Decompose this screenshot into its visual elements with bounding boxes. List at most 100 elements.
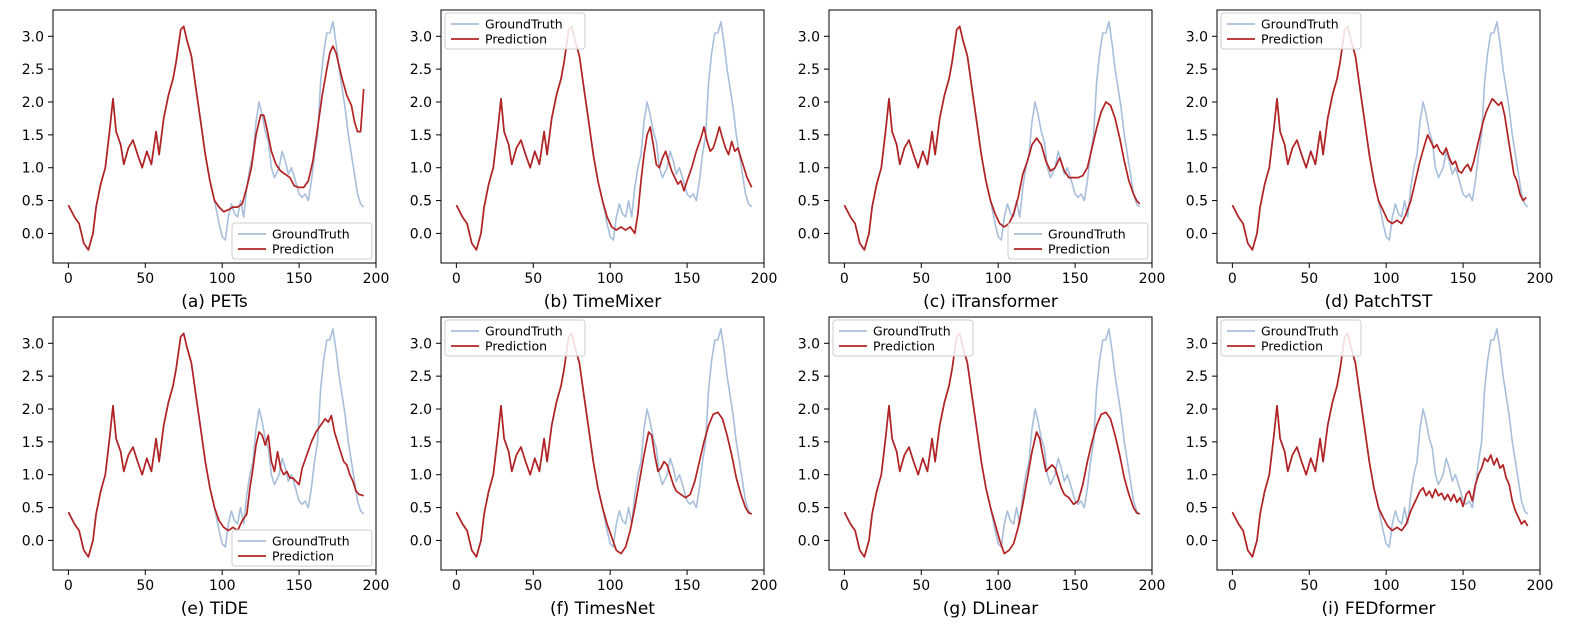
y-tick-label: 3.0 [798, 336, 820, 352]
legend-groundtruth-label: GroundTruth [1261, 17, 1339, 32]
x-tick-label: 100 [1373, 271, 1400, 287]
legend-prediction-label: Prediction [485, 32, 547, 47]
x-tick-label: 200 [751, 271, 778, 287]
x-tick-label: 200 [1527, 271, 1554, 287]
legend-groundtruth-label: GroundTruth [1048, 227, 1126, 242]
x-tick-label: 0 [1228, 271, 1237, 287]
y-tick-label: 1.0 [22, 468, 44, 484]
y-tick-label: 0.0 [798, 226, 820, 242]
y-tick-label: 3.0 [1186, 29, 1208, 45]
x-tick-label: 0 [452, 578, 461, 594]
panel-5: 0 50 100 150 200 0.0 0.5 1.0 1.5 2.0 2.5 3.0 (e) TiD… [22, 316, 390, 619]
x-tick-label: 150 [1062, 271, 1089, 287]
axes-frame [1216, 9, 1541, 264]
panel-7: 0 50 100 150 200 0.0 0.5 1.0 1.5 2.0 2.5 3.0 (g) DLi… [798, 316, 1165, 619]
y-tick-label: 1.5 [798, 128, 820, 144]
x-tick-label: 50 [912, 271, 930, 287]
y-tick-label: 1.5 [1186, 435, 1208, 451]
y-tick-label: 0.5 [1186, 501, 1208, 517]
groundtruth-line [1231, 328, 1529, 558]
axes-frame [52, 316, 377, 571]
x-tick-label: 0 [64, 271, 73, 287]
legend-prediction-label: Prediction [1261, 339, 1323, 354]
y-tick-label: 2.5 [1186, 62, 1208, 78]
y-tick-label: 2.0 [798, 402, 820, 418]
y-tick-label: 3.0 [22, 336, 44, 352]
y-tick-label: 0.5 [22, 501, 44, 517]
x-tick-label: 200 [1527, 578, 1554, 594]
axes-frame [828, 9, 1153, 264]
y-tick-label: 3.0 [22, 29, 44, 45]
y-tick-label: 1.0 [22, 161, 44, 177]
legend-box [1220, 12, 1362, 50]
y-tick-label: 3.0 [1186, 336, 1208, 352]
legend-prediction-label: Prediction [1261, 32, 1323, 47]
groundtruth-line [843, 328, 1141, 558]
y-tick-label: 2.5 [22, 62, 44, 78]
y-tick-label: 2.5 [22, 369, 44, 385]
groundtruth-line [67, 328, 365, 558]
x-tick-label: 50 [524, 271, 542, 287]
panel-2: 0 50 100 150 200 0.0 0.5 1.0 1.5 2.0 2.5 3.0 (b) Tim… [410, 9, 778, 312]
panel-caption: (c) iTransformer [923, 292, 1058, 312]
y-tick-label: 2.0 [22, 402, 44, 418]
x-tick-label: 200 [751, 578, 778, 594]
x-tick-label: 50 [1300, 271, 1318, 287]
y-tick-label: 1.5 [798, 435, 820, 451]
y-tick-label: 2.5 [410, 369, 432, 385]
x-tick-label: 50 [136, 578, 154, 594]
axes-frame [828, 316, 1153, 571]
prediction-line [1231, 332, 1529, 558]
y-tick-label: 2.5 [1186, 369, 1208, 385]
x-tick-label: 50 [1300, 578, 1318, 594]
legend-prediction-label: Prediction [873, 339, 935, 354]
panel-4: 0 50 100 150 200 0.0 0.5 1.0 1.5 2.0 2.5 3.0 (d) Pat… [1186, 9, 1554, 312]
x-tick-label: 100 [209, 271, 236, 287]
y-tick-label: 1.0 [1186, 468, 1208, 484]
x-tick-label: 100 [597, 271, 624, 287]
legend-groundtruth-label: GroundTruth [485, 324, 563, 339]
x-tick-label: 200 [363, 578, 390, 594]
panel-6: 0 50 100 150 200 0.0 0.5 1.0 1.5 2.0 2.5 3.0 (f) Tim… [410, 316, 778, 619]
x-tick-label: 0 [840, 578, 849, 594]
y-tick-label: 2.0 [22, 95, 44, 111]
y-tick-label: 1.5 [410, 128, 432, 144]
y-tick-label: 2.5 [798, 369, 820, 385]
groundtruth-line [455, 328, 753, 558]
y-tick-label: 1.5 [1186, 128, 1208, 144]
legend-groundtruth-label: GroundTruth [272, 534, 350, 549]
y-tick-label: 2.5 [798, 62, 820, 78]
prediction-line [67, 25, 365, 251]
x-tick-label: 150 [286, 578, 313, 594]
y-tick-label: 0.0 [410, 226, 432, 242]
x-tick-label: 0 [452, 271, 461, 287]
x-tick-label: 150 [674, 271, 701, 287]
y-tick-label: 2.0 [798, 95, 820, 111]
x-tick-label: 150 [1450, 578, 1477, 594]
legend-box [832, 319, 974, 357]
x-tick-label: 50 [524, 578, 542, 594]
y-tick-label: 3.0 [798, 29, 820, 45]
x-tick-label: 100 [985, 578, 1012, 594]
panel-caption: (i) FEDformer [1321, 599, 1435, 619]
x-tick-label: 0 [840, 271, 849, 287]
x-tick-label: 0 [64, 578, 73, 594]
legend-box [444, 12, 586, 50]
y-tick-label: 1.0 [410, 468, 432, 484]
legend-prediction-label: Prediction [272, 549, 334, 564]
y-tick-label: 0.5 [410, 501, 432, 517]
groundtruth-line [1231, 21, 1529, 251]
y-tick-label: 0.0 [798, 533, 820, 549]
axes-frame [1216, 316, 1541, 571]
panel-caption: (e) TiDE [181, 599, 249, 619]
x-tick-label: 0 [1228, 578, 1237, 594]
y-tick-label: 1.5 [22, 128, 44, 144]
y-tick-label: 2.0 [410, 95, 432, 111]
panel-caption: (g) DLinear [943, 599, 1038, 619]
y-tick-label: 0.5 [22, 194, 44, 210]
